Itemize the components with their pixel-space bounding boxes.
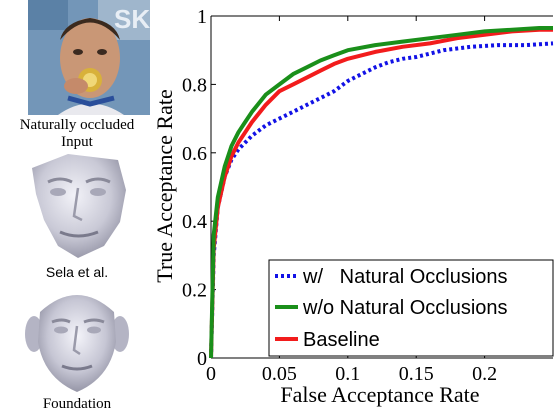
sela-face-reconstruction [18,150,136,262]
caption-foundation: Foundation [42,396,112,412]
legend-label-with-occlusions: w/ Natural Occlusions [302,266,508,288]
series-line-2 [209,27,553,359]
caption-sela-text: Sela et al. [45,264,109,280]
x-tick-label: 0.05 [262,363,297,385]
x-axis-title: False Acceptance Rate [280,382,479,407]
plot-area: 0 0.05 0.1 0.15 0.2 0 0.2 0.4 0.6 0.8 1 [182,6,554,385]
x-tick-label: 0.1 [335,363,360,385]
x-tick-label: 0 [206,363,216,385]
occluded-face-photo: SK [28,0,150,115]
y-axis-title: True Acceptance Rate [152,89,177,282]
partial-face-mesh-illustration [32,154,126,258]
y-tick-label: 0.2 [182,280,207,302]
y-tick-label: 1 [197,6,207,28]
x-tick-label: 0.15 [399,363,434,385]
series-line-1 [209,26,553,359]
x-tick-label: 0.2 [472,363,497,385]
caption-sela: Sela et al. [2,264,152,282]
legend-box [268,259,554,357]
svg-text:SK: SK [114,4,150,34]
y-tick-label: 0.8 [182,74,207,96]
y-tick-label: 0.6 [182,143,207,165]
full-face-mesh-illustration [25,295,129,392]
legend-label-baseline: Baseline [303,329,380,351]
caption-input: Input [61,134,93,150]
foundation-face-reconstruction [18,282,136,394]
y-tick-label: 0 [197,348,207,370]
caption-naturally-occluded: Naturally occluded [19,117,135,133]
legend-label-without-occlusions: w/o Natural Occlusions [302,297,508,319]
y-tick-label: 0.4 [182,211,207,233]
legend: w/ Natural Occlusions w/o Natural Occlus… [268,259,554,357]
swimmer-photo-illustration: SK [28,0,150,115]
